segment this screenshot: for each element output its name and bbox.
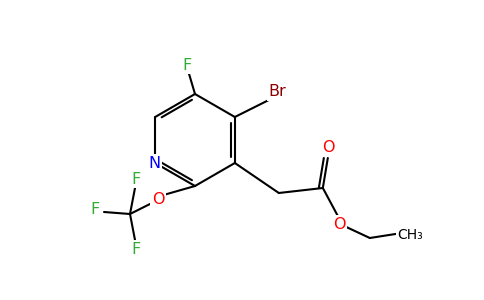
Text: O: O: [323, 140, 335, 154]
Text: F: F: [91, 202, 100, 217]
Text: F: F: [182, 58, 192, 73]
Text: Br: Br: [268, 85, 286, 100]
Text: N: N: [148, 155, 160, 170]
Text: F: F: [131, 242, 141, 256]
Text: F: F: [131, 172, 141, 187]
Text: CH₃: CH₃: [397, 228, 423, 242]
Text: O: O: [333, 217, 346, 232]
Text: O: O: [152, 193, 164, 208]
